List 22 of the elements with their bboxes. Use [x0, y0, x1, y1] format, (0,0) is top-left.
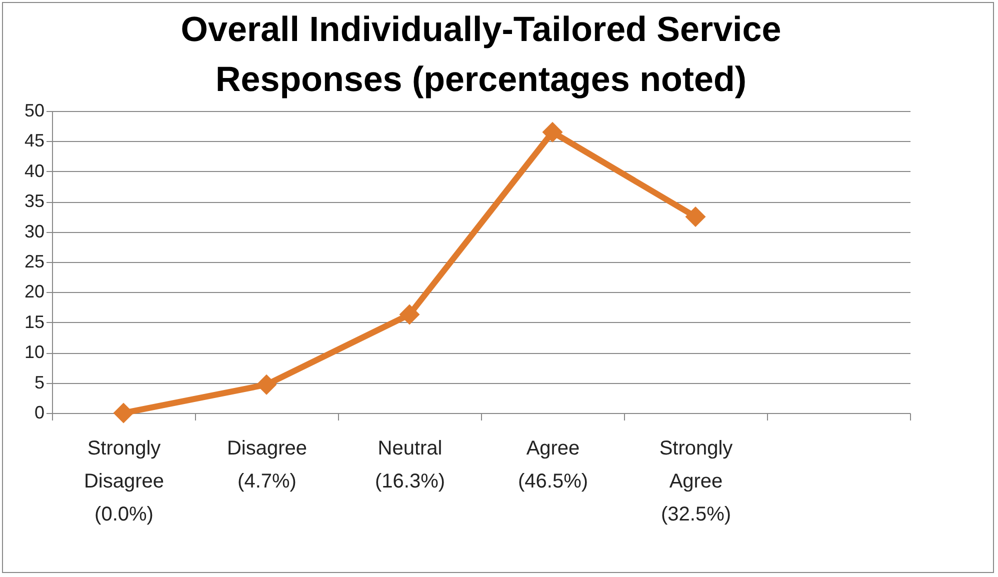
y-tick-label: 15: [24, 312, 44, 332]
chart-title: Overall Individually-Tailored Service Responses (percentages noted): [180, 10, 782, 99]
y-tick-label: 5: [34, 372, 44, 392]
y-tick-label: 25: [24, 252, 44, 272]
y-tick-label: 35: [24, 191, 44, 212]
x-tick-label: Disagree (4.7%): [226, 438, 308, 492]
point: [399, 304, 420, 325]
y-tick-label: 40: [24, 160, 44, 181]
point: [256, 374, 277, 395]
y-tick-label: 20: [24, 282, 44, 302]
point: [542, 122, 563, 142]
y-tick-label: 30: [24, 221, 44, 242]
y-tick-label: 45: [24, 130, 44, 151]
point: [113, 402, 134, 424]
x-tick-label: Neutral (16.3%): [374, 438, 446, 492]
x-tick-label: Strongly Agree (32.5%): [659, 438, 733, 526]
y-tick-label: 10: [24, 342, 44, 362]
x-tick-label: Agree (46.5%): [518, 438, 588, 492]
point: [685, 206, 706, 227]
x-tick-label: Strongly Disagree (0.0%): [84, 438, 164, 526]
y-tick-label: 50: [24, 100, 44, 120]
y-tick-label: 0: [34, 402, 44, 422]
